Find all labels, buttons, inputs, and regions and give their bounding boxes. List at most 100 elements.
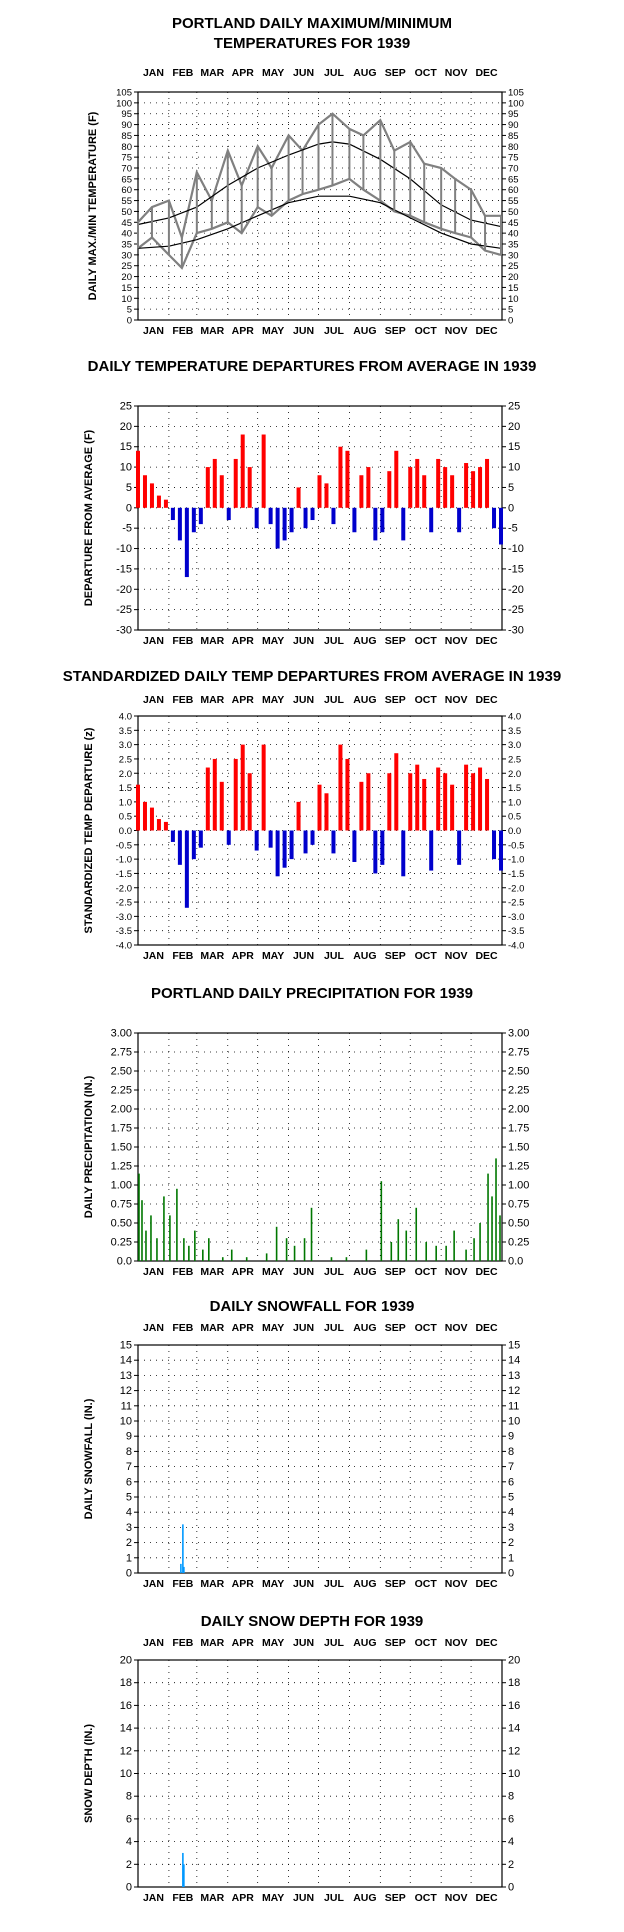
dep-y-axis-label: DEPARTURE FROM AVERAGE (F) [83,429,95,606]
std-bar [142,801,147,831]
temp-y-tick-label-right: 5 [508,305,513,316]
std-month-label-bottom: JUN [293,950,314,962]
snowdepth-month-label-bottom: SEP [385,1892,406,1904]
dep-panel: DAILY TEMPERATURE DEPARTURES FROM AVERAG… [83,358,536,647]
temp-title: TEMPERATURES FOR 1939 [214,35,410,52]
dep-bar [422,475,427,508]
std-y-tick-label-left: -3.5 [116,926,132,937]
dep-bar [317,475,322,508]
snowdepth-y-tick-label-right: 16 [508,1700,520,1712]
std-month-label-top: JUN [293,694,314,706]
temp-month-label-bottom: NOV [445,325,468,337]
snowdepth-month-label-top: DEC [475,1637,498,1649]
snowfall-y-tick-label-right: 3 [508,1522,514,1534]
std-bar [485,778,490,831]
dep-month-label-bottom: MAY [262,635,284,647]
dep-month-label-bottom: APR [232,635,255,647]
std-bar [303,830,308,854]
std-month-label-top: OCT [415,694,438,706]
precip-month-label-bottom: OCT [415,1266,438,1278]
snowdepth-month-label-bottom: JUN [293,1892,314,1904]
snowdepth-month-label-bottom: MAY [262,1892,284,1904]
dep-bar [443,467,448,508]
temp-month-label-bottom: DEC [475,325,498,337]
std-month-label-bottom: JUL [324,950,344,962]
dep-bar [233,458,238,508]
dep-bar [338,446,343,508]
precip-bar [188,1245,190,1261]
precip-y-tick-label-left: 2.25 [111,1085,132,1097]
precip-y-tick-label-left: 0.50 [111,1218,132,1230]
temp-y-tick-label-left: 45 [121,218,132,229]
std-bar [387,773,392,831]
temp-month-label-bottom: AUG [353,325,376,337]
precip-y-tick-label-right: 1.50 [508,1142,529,1154]
std-y-tick-label-right: -1.0 [508,855,524,866]
dep-bar [464,463,469,508]
snowfall-y-tick-label-left: 7 [126,1461,132,1473]
std-bar [219,781,224,831]
snowfall-y-tick-label-right: 13 [508,1370,520,1382]
dep-bar [310,507,315,521]
snowfall-month-label-top: MAR [200,1322,224,1334]
precip-bar [425,1242,428,1261]
dep-bar [401,507,406,541]
snowfall-y-tick-label-left: 15 [120,1340,132,1352]
dep-month-label-bottom: JAN [143,635,164,647]
precip-month-label-bottom: JAN [143,1266,164,1278]
snowfall-month-label-top: JUN [293,1322,314,1334]
dep-bar [485,458,490,508]
snowfall-month-label-bottom: NOV [445,1578,468,1590]
snowfall-y-axis-label: DAILY SNOWFALL (IN.) [83,1398,95,1519]
precip-month-label-bottom: JUN [293,1266,314,1278]
temp-y-tick-label-left: 85 [121,131,132,142]
std-title: STANDARDIZED DAILY TEMP DEPARTURES FROM … [63,668,561,685]
snowdepth-month-label-bottom: MAR [200,1892,224,1904]
snowdepth-month-label-bottom: OCT [415,1892,438,1904]
precip-y-tick-label-right: 1.25 [508,1161,529,1173]
snowfall-month-label-bottom: MAR [200,1578,224,1590]
snowfall-y-tick-label-left: 11 [121,1400,132,1412]
dep-bar [275,507,280,549]
std-month-label-bottom: DEC [475,950,498,962]
temp-month-label-bottom: SEP [385,325,406,337]
dep-bar [191,507,196,533]
dep-y-tick-label-left: -30 [116,625,132,637]
precip-y-tick-label-right: 2.50 [508,1066,529,1078]
dep-bar [352,507,357,533]
temp-y-tick-label-left: 40 [121,229,132,240]
dep-y-tick-label-left: -20 [116,584,132,596]
std-bar [177,830,182,865]
snowfall-y-tick-label-left: 3 [126,1522,132,1534]
snowfall-panel: DAILY SNOWFALL FOR 1939 JAN JAN FEB FEB MAR MA… [83,1298,520,1590]
std-y-tick-label-left: -4.0 [116,941,132,952]
temp-y-tick-label-right: 100 [508,98,524,109]
precip-bar [397,1219,400,1261]
std-bar [226,830,231,845]
snowfall-y-tick-label-right: 6 [508,1476,514,1488]
snowfall-y-tick-label-left: 0 [126,1568,132,1580]
snowfall-y-tick-label-left: 5 [126,1492,132,1504]
precip-y-tick-label-left: 2.50 [111,1066,132,1078]
temp-y-tick-label-left: 65 [121,174,132,185]
std-y-tick-label-right: 0.0 [508,826,521,837]
dep-month-label-bottom: SEP [385,635,406,647]
precip-y-tick-label-left: 0.75 [111,1199,132,1211]
precip-y-tick-label-left: 2.75 [111,1047,132,1059]
dep-y-tick-label-left: -5 [122,523,132,535]
temp-y-tick-label-left: 75 [121,153,132,164]
dep-bar [450,475,455,508]
snowfall-series [180,1524,185,1573]
precip-bar [365,1249,368,1261]
precip-bar [390,1242,393,1261]
precip-bar [230,1249,233,1261]
temp-y-tick-label-right: 40 [508,229,519,240]
std-month-label-top: JUL [324,694,344,706]
temp-y-tick-label-left: 35 [121,240,132,251]
snowfall-month-label-bottom: OCT [415,1578,438,1590]
std-y-tick-label-left: -2.0 [116,883,132,894]
std-y-tick-label-right: 4.0 [508,712,521,723]
dep-bar [436,458,441,508]
precip-y-tick-label-right: 0.75 [508,1199,529,1211]
